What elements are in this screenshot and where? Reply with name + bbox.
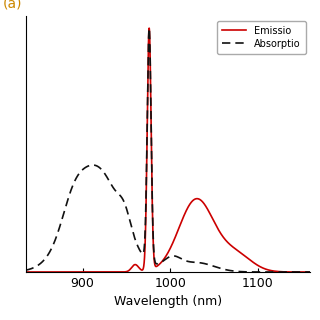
- Text: (a): (a): [3, 0, 22, 11]
- Legend: Emissio, Absorptio: Emissio, Absorptio: [217, 21, 306, 53]
- X-axis label: Wavelength (nm): Wavelength (nm): [114, 295, 222, 308]
